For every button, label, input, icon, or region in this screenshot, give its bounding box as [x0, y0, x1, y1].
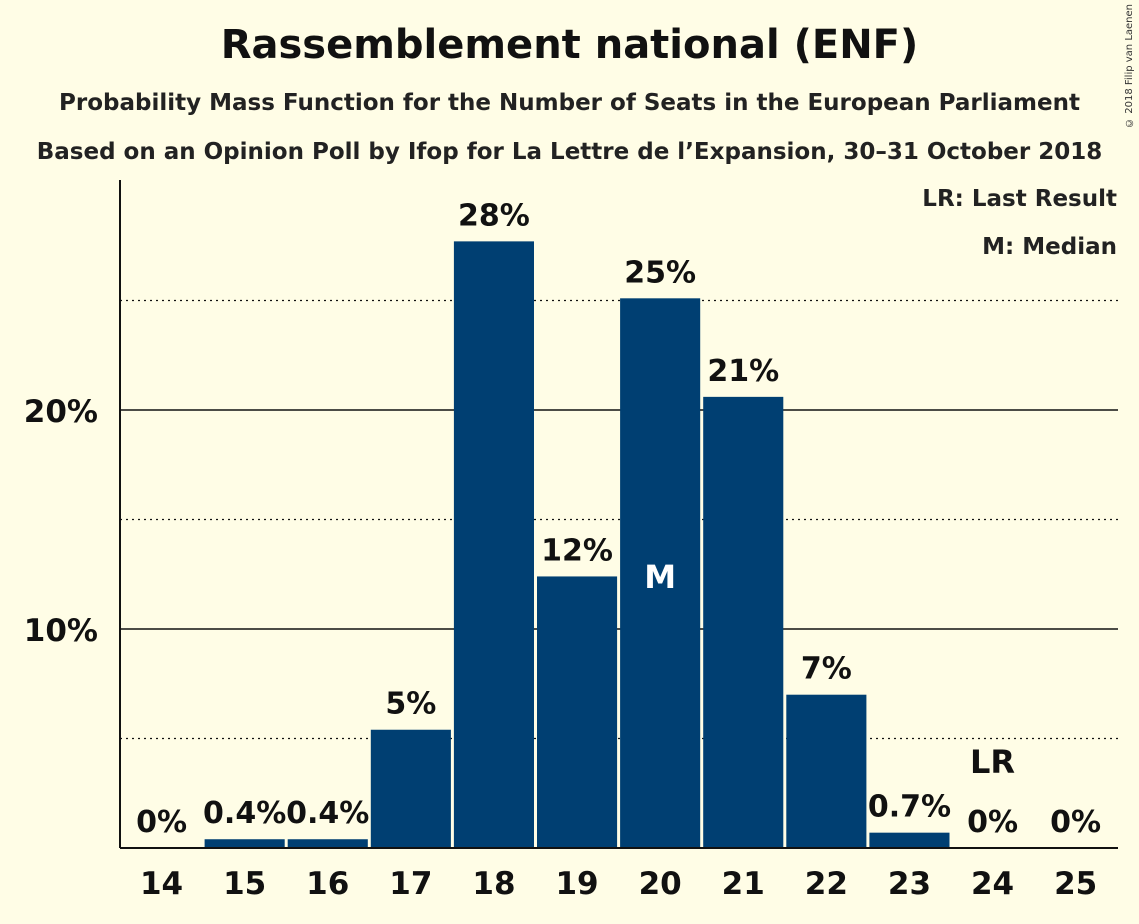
- x-tick-label: 19: [555, 866, 598, 902]
- x-tick-label: 24: [971, 866, 1014, 902]
- bar-18: [453, 241, 534, 848]
- bar-15: [204, 839, 285, 848]
- x-tick-label: 15: [223, 866, 266, 902]
- bar-value-label: 5%: [385, 687, 436, 722]
- chart-subtitle: Probability Mass Function for the Number…: [59, 90, 1080, 116]
- bar-value-label: 0.7%: [868, 790, 951, 825]
- median-marker: M: [644, 558, 676, 596]
- x-tick-label: 22: [805, 866, 848, 902]
- bar-22: [786, 694, 867, 848]
- x-tick-label: 17: [389, 866, 432, 902]
- bar-value-label: 21%: [707, 354, 779, 389]
- bar-17: [370, 729, 451, 848]
- bar-21: [703, 396, 784, 848]
- x-tick-label: 21: [722, 866, 765, 902]
- bar-20: [620, 298, 701, 848]
- x-tick-label: 18: [472, 866, 515, 902]
- x-tick-label: 23: [888, 866, 931, 902]
- bar-value-label: 0%: [136, 805, 187, 840]
- bar-16: [287, 839, 368, 848]
- x-tick-label: 20: [639, 866, 682, 902]
- legend-median: M: Median: [982, 234, 1117, 260]
- bar-value-label: 7%: [801, 652, 852, 687]
- chart-subtitle-source: Based on an Opinion Poll by Ifop for La …: [36, 139, 1103, 165]
- bar-value-label: 28%: [458, 198, 530, 233]
- bar-19: [537, 576, 618, 848]
- chart-title: Rassemblement national (ENF): [220, 22, 919, 68]
- bar-value-label: 25%: [624, 255, 696, 290]
- bar-value-label: 0%: [967, 805, 1018, 840]
- x-tick-label: 25: [1054, 866, 1097, 902]
- bar-value-label: 0.4%: [286, 796, 369, 831]
- x-tick-label: 14: [140, 866, 183, 902]
- bar-value-label: 0%: [1050, 805, 1101, 840]
- bar-value-label: 0.4%: [203, 796, 286, 831]
- legend-last-result: LR: Last Result: [922, 186, 1117, 212]
- last-result-marker: LR: [970, 743, 1015, 781]
- x-tick-label: 16: [306, 866, 349, 902]
- y-tick-label: 20%: [24, 394, 98, 430]
- y-tick-label: 10%: [24, 613, 98, 649]
- bar-23: [869, 832, 950, 848]
- bar-value-label: 12%: [541, 533, 613, 568]
